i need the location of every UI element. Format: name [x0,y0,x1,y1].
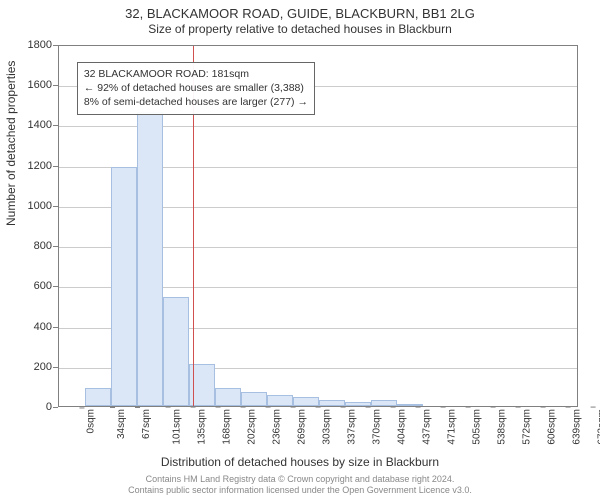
x-tick-label: 471sqm [447,409,458,445]
x-tick-label: 303sqm [322,409,333,445]
x-tick-label: 337sqm [347,409,358,445]
histogram-bar [137,112,163,406]
histogram-bar [85,388,111,406]
y-tick-label: 1800 [2,39,52,51]
y-tick-label: 1400 [2,119,52,131]
histogram-bar [111,167,137,406]
x-tick-label: 269sqm [297,409,308,445]
y-tick-label: 200 [2,361,52,373]
histogram-bar [215,388,241,406]
plot-area: 32 BLACKAMOOR ROAD: 181sqm← 92% of detac… [58,45,578,407]
histogram-bar [371,400,397,406]
x-tick-label: 404sqm [397,409,408,445]
x-tick-label: 572sqm [522,409,533,445]
histogram-bar [241,392,267,406]
x-tick-label: 370sqm [372,409,383,445]
callout-line: 8% of semi-detached houses are larger (2… [84,95,308,109]
x-tick-label: 606sqm [547,409,558,445]
callout-line: ← 92% of detached houses are smaller (3,… [84,81,308,95]
y-tick-label: 1600 [2,79,52,91]
y-tick-label: 1000 [2,200,52,212]
histogram-bar [293,397,319,406]
footer-line-1: Contains HM Land Registry data © Crown c… [0,474,600,485]
reference-callout: 32 BLACKAMOOR ROAD: 181sqm← 92% of detac… [77,62,315,115]
x-tick-label: 236sqm [272,409,283,445]
y-tick-label: 1200 [2,160,52,172]
callout-line: 32 BLACKAMOOR ROAD: 181sqm [84,67,308,81]
footer-attribution: Contains HM Land Registry data © Crown c… [0,474,600,496]
y-tick-label: 400 [2,321,52,333]
histogram-chart: 32 BLACKAMOOR ROAD: 181sqm← 92% of detac… [58,45,578,407]
x-tick-label: 168sqm [222,409,233,445]
footer-line-2: Contains public sector information licen… [0,485,600,496]
histogram-bar [267,395,293,406]
histogram-bar [397,404,423,406]
x-axis-label: Distribution of detached houses by size … [0,455,600,469]
x-tick-label: 202sqm [247,409,258,445]
x-tick-label: 639sqm [572,409,583,445]
x-tick-label: 538sqm [497,409,508,445]
x-tick-label: 135sqm [197,409,208,445]
histogram-bar [163,297,189,406]
x-tick-label: 101sqm [172,409,183,445]
page-title: 32, BLACKAMOOR ROAD, GUIDE, BLACKBURN, B… [0,0,600,22]
y-tick-label: 800 [2,240,52,252]
x-tick-label: 505sqm [472,409,483,445]
x-tick-label: 673sqm [597,409,600,445]
x-tick-label: 0sqm [85,409,96,433]
y-tick-label: 600 [2,280,52,292]
x-tick-label: 34sqm [116,409,127,439]
histogram-bar [319,400,345,406]
y-tick-label: 0 [2,401,52,413]
x-tick-label: 437sqm [422,409,433,445]
x-tick-label: 67sqm [141,409,152,439]
page-subtitle: Size of property relative to detached ho… [0,22,600,36]
histogram-bar [345,402,371,406]
